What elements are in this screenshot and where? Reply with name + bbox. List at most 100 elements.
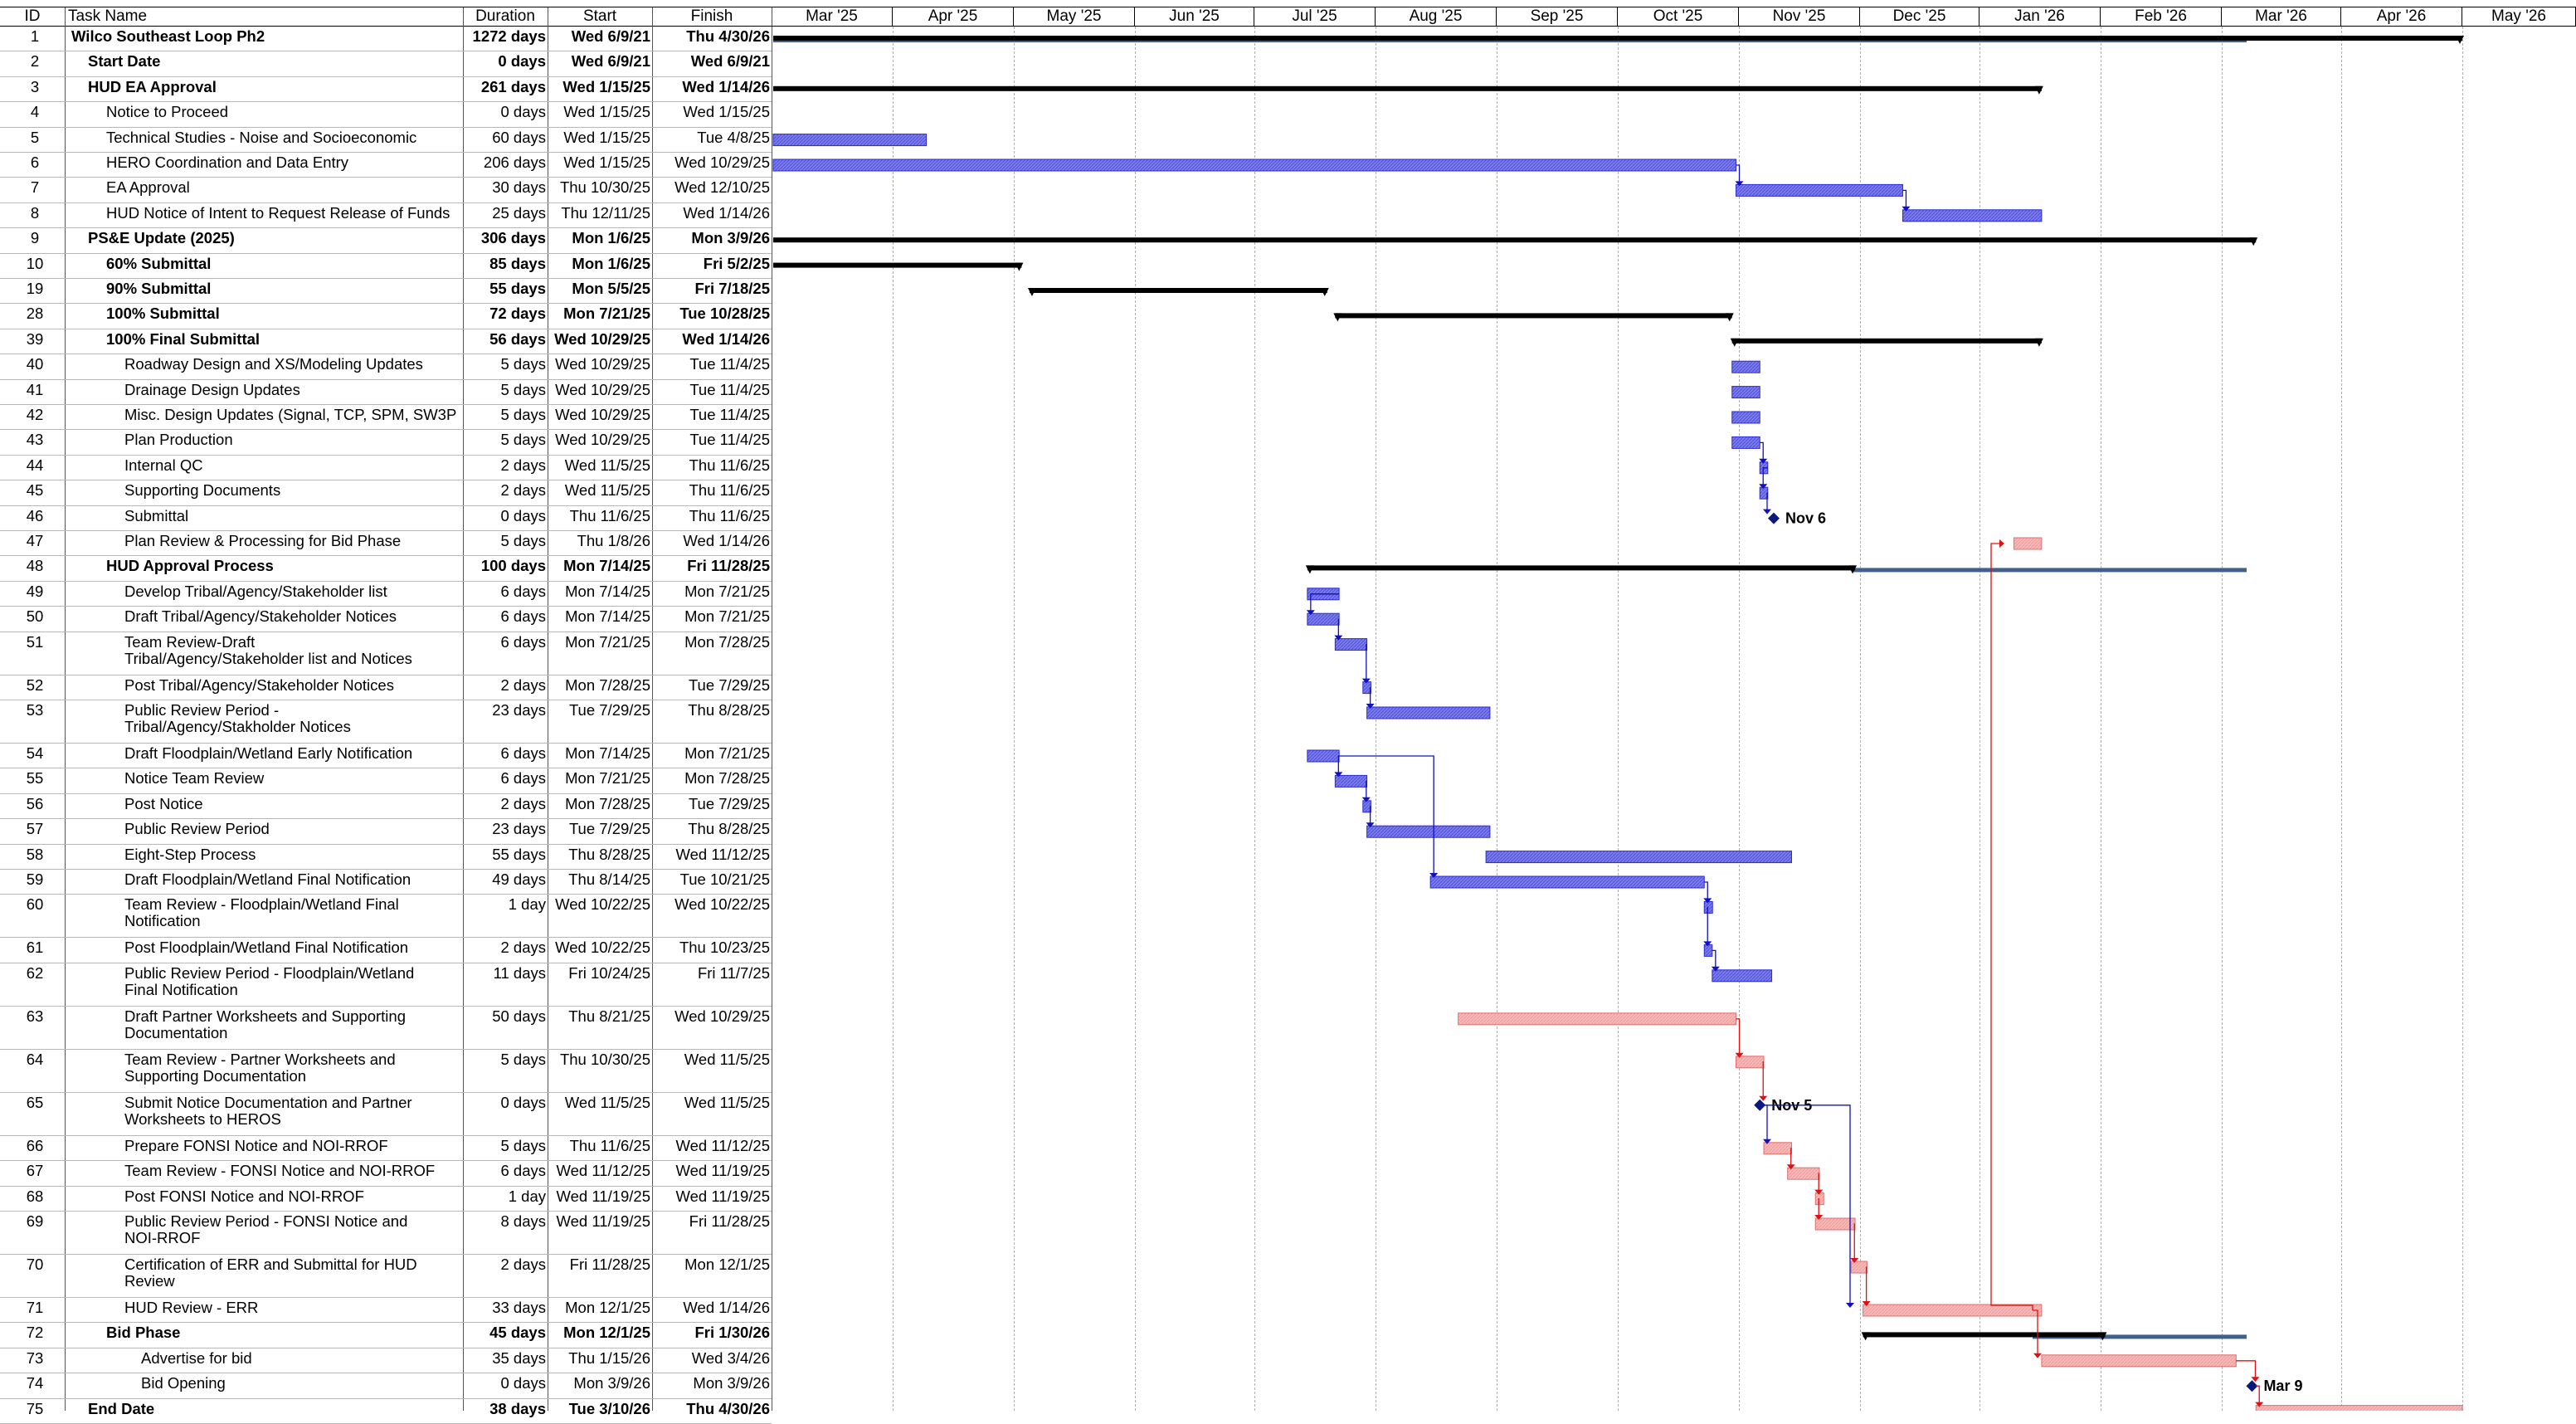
task-finish-cell: Thu 11/6/25 bbox=[689, 482, 770, 500]
summary-start-cap bbox=[1730, 338, 1739, 347]
table-row[interactable]: 2 Start Date 0 days Wed 6/9/21 Wed 6/9/21 bbox=[0, 51, 772, 77]
task-bar-40 bbox=[1731, 360, 1760, 373]
task-name-cell: Bid Opening bbox=[141, 1375, 226, 1392]
task-id-cell: 68 bbox=[26, 1187, 44, 1205]
table-row[interactable]: 64 Team Review - Partner Worksheets and S… bbox=[0, 1050, 772, 1093]
table-row[interactable]: 41 Drainage Design Updates 5 days Wed 10/29… bbox=[0, 380, 772, 405]
table-row[interactable]: 72 Bid Phase 45 days Mon 12/1/25 Fri 1/30/26 bbox=[0, 1323, 772, 1348]
task-start-cell: Thu 8/14/25 bbox=[568, 871, 650, 888]
table-row[interactable]: 43 Plan Production 5 days Wed 10/29/25 Tue 1… bbox=[0, 430, 772, 456]
summary-end-cap bbox=[1015, 262, 1024, 271]
table-row[interactable]: 40 Roadway Design and XS/Modeling Updates… bbox=[0, 354, 772, 380]
table-row[interactable]: 4 Notice to Proceed 0 days Wed 1/15/25 Wed 1… bbox=[0, 102, 772, 128]
table-row[interactable]: 61 Post Floodplain/Wetland Final Notifica… bbox=[0, 938, 772, 963]
table-row[interactable]: 44 Internal QC 2 days Wed 11/5/25 Thu 11/6/2… bbox=[0, 456, 772, 481]
table-row[interactable]: 67 Team Review - FONSI Notice and NOI-RRO… bbox=[0, 1161, 772, 1187]
dependency-link bbox=[2236, 1360, 2257, 1378]
table-row[interactable]: 52 Post Tribal/Agency/Stakeholder Notices… bbox=[0, 675, 772, 700]
table-row[interactable]: 3 HUD EA Approval 261 days Wed 1/15/25 Wed 1… bbox=[0, 77, 772, 103]
task-name-cell: Notice Team Review bbox=[124, 770, 265, 788]
table-row[interactable]: 47 Plan Review & Processing for Bid Phase… bbox=[0, 531, 772, 557]
task-finish-cell: Wed 10/29/25 bbox=[674, 154, 770, 171]
table-row[interactable]: 55 Notice Team Review 6 days Mon 7/21/25 Mon… bbox=[0, 768, 772, 794]
task-bar-75 bbox=[2255, 1405, 2463, 1411]
task-start-cell: Tue 7/29/25 bbox=[568, 821, 650, 838]
summary-end-cap bbox=[1848, 565, 1858, 574]
task-id-cell: 75 bbox=[26, 1400, 44, 1417]
task-bar-41 bbox=[1731, 386, 1760, 399]
table-row[interactable]: 63 Draft Partner Worksheets and Supportin… bbox=[0, 1007, 772, 1050]
task-name-cell: Internal QC bbox=[124, 456, 203, 474]
table-row[interactable]: 42 Misc. Design Updates (Signal, TCP, SPM… bbox=[0, 405, 772, 431]
task-name-cell: Plan Review & Processing for Bid Phase bbox=[124, 533, 402, 549]
table-row[interactable]: 7 EA Approval 30 days Thu 10/30/25 Wed 12/10… bbox=[0, 178, 772, 203]
task-bar-66 bbox=[1763, 1142, 1792, 1155]
table-row[interactable]: 5 Technical Studies - Noise and Socioecon… bbox=[0, 128, 772, 153]
table-row[interactable]: 73 Advertise for bid 35 days Thu 1/15/26 Wed… bbox=[0, 1348, 772, 1374]
table-row[interactable]: 48 HUD Approval Process 100 days Mon 7/14/2… bbox=[0, 556, 772, 582]
table-row[interactable]: 60 Team Review - Floodplain/Wetland Final… bbox=[0, 895, 772, 939]
column-header-duration[interactable]: Duration bbox=[463, 7, 548, 27]
link-arrow bbox=[1999, 539, 2004, 548]
task-id-cell: 69 bbox=[26, 1213, 44, 1230]
dependency-link bbox=[1704, 881, 1708, 900]
table-row[interactable]: 9 PS&E Update (2025) 306 days Mon 1/6/25 Mon… bbox=[0, 228, 772, 254]
table-row[interactable]: 45 Supporting Documents 2 days Wed 11/5/25 T… bbox=[0, 480, 772, 506]
task-start-cell: Mon 1/6/25 bbox=[572, 255, 650, 272]
task-start-cell: Mon 3/9/26 bbox=[573, 1375, 650, 1392]
link-arrow bbox=[1786, 1164, 1795, 1170]
table-row[interactable]: 49 Develop Tribal/Agency/Stakeholder list… bbox=[0, 582, 772, 607]
link-arrow bbox=[1703, 941, 1712, 947]
table-row[interactable]: 68 Post FONSI Notice and NOI-RROF 1 day Wed… bbox=[0, 1187, 772, 1212]
table-row[interactable]: 74 Bid Opening 0 days Mon 3/9/26 Mon 3/9/26 bbox=[0, 1373, 772, 1399]
table-row[interactable]: 56 Post Notice 2 days Mon 7/28/25 Tue 7/29/2… bbox=[0, 794, 772, 820]
column-header-finish[interactable]: Finish bbox=[652, 7, 772, 27]
column-header-start[interactable]: Start bbox=[548, 7, 652, 27]
task-finish-cell: Fri 11/7/25 bbox=[697, 964, 770, 982]
dependency-link bbox=[1902, 189, 1907, 207]
task-id-cell: 19 bbox=[26, 280, 44, 297]
dependency-link-65-71 bbox=[1759, 1105, 1851, 1304]
table-row[interactable]: 28 100% Submittal 72 days Mon 7/21/25 Tue 10… bbox=[0, 304, 772, 329]
table-row[interactable]: 75 End Date 38 days Tue 3/10/26 Thu 4/30/26 bbox=[0, 1399, 772, 1424]
task-bar-52 bbox=[1362, 681, 1371, 695]
table-row[interactable]: 70 Certification of ERR and Submittal for… bbox=[0, 1255, 772, 1298]
summary-end-cap bbox=[1725, 313, 1734, 322]
table-row[interactable]: 8 HUD Notice of Intent to Request Release… bbox=[0, 203, 772, 229]
table-row[interactable]: 69 Public Review Period - FONSI Notice an… bbox=[0, 1212, 772, 1255]
task-finish-cell: Fri 11/28/25 bbox=[687, 558, 770, 575]
table-row[interactable]: 59 Draft Floodplain/Wetland Final Notific… bbox=[0, 870, 772, 895]
table-row[interactable]: 71 HUD Review - ERR 33 days Mon 12/1/25 Wed … bbox=[0, 1298, 772, 1324]
table-row[interactable]: 58 Eight-Step Process 55 days Thu 8/28/25 We… bbox=[0, 845, 772, 870]
table-row[interactable]: 57 Public Review Period 23 days Tue 7/29/25… bbox=[0, 819, 772, 845]
table-row[interactable]: 46 Submittal 0 days Thu 11/6/25 Thu 11/6/25 bbox=[0, 506, 772, 531]
table-row[interactable]: 6 HERO Coordination and Data Entry 206 day… bbox=[0, 153, 772, 178]
summary-start-cap bbox=[1027, 288, 1036, 296]
table-row[interactable]: 51 Team Review-Draft Tribal/Agency/Stakeh… bbox=[0, 632, 772, 675]
timescale-month: Aug '25 bbox=[1376, 7, 1497, 27]
column-header-name[interactable]: Task Name bbox=[65, 7, 463, 27]
table-row[interactable]: 53 Public Review Period - Tribal/Agency/S… bbox=[0, 700, 772, 744]
task-finish-cell: Thu 11/6/25 bbox=[689, 507, 770, 524]
task-duration-cell: 35 days bbox=[492, 1349, 546, 1367]
table-row[interactable]: 65 Submit Notice Documentation and Partne… bbox=[0, 1093, 772, 1136]
table-row[interactable]: 50 Draft Tribal/Agency/Stakeholder Notice… bbox=[0, 607, 772, 632]
task-finish-cell: Tue 11/4/25 bbox=[689, 407, 770, 423]
task-name-cell: Eight-Step Process bbox=[124, 846, 256, 863]
table-row[interactable]: 10 60% Submittal 85 days Mon 1/6/25 Fri 5/2/… bbox=[0, 254, 772, 279]
task-start-cell: Mon 7/14/25 bbox=[563, 558, 650, 575]
dependency-link bbox=[1762, 467, 1768, 485]
table-row[interactable]: 62 Public Review Period - Floodplain/Wetl… bbox=[0, 963, 772, 1007]
task-duration-cell: 0 days bbox=[500, 507, 546, 524]
table-row[interactable]: 1 Wilco Southeast Loop Ph2 1272 days Wed 6/… bbox=[0, 27, 772, 52]
task-start-cell: Mon 1/6/25 bbox=[572, 230, 650, 247]
task-start-cell: Wed 11/19/25 bbox=[556, 1187, 650, 1205]
table-row[interactable]: 19 90% Submittal 55 days Mon 5/5/25 Fri 7/18… bbox=[0, 279, 772, 305]
task-duration-cell: 5 days bbox=[500, 1137, 546, 1154]
table-row[interactable]: 66 Prepare FONSI Notice and NOI-RROF 5 day… bbox=[0, 1136, 772, 1162]
task-id-cell: 71 bbox=[26, 1300, 44, 1316]
table-row[interactable]: 39 100% Final Submittal 56 days Wed 10/29/2… bbox=[0, 329, 772, 355]
column-header-id[interactable]: ID bbox=[0, 7, 65, 27]
table-row[interactable]: 54 Draft Floodplain/Wetland Early Notific… bbox=[0, 744, 772, 769]
task-start-cell: Mon 12/1/25 bbox=[563, 1324, 650, 1342]
